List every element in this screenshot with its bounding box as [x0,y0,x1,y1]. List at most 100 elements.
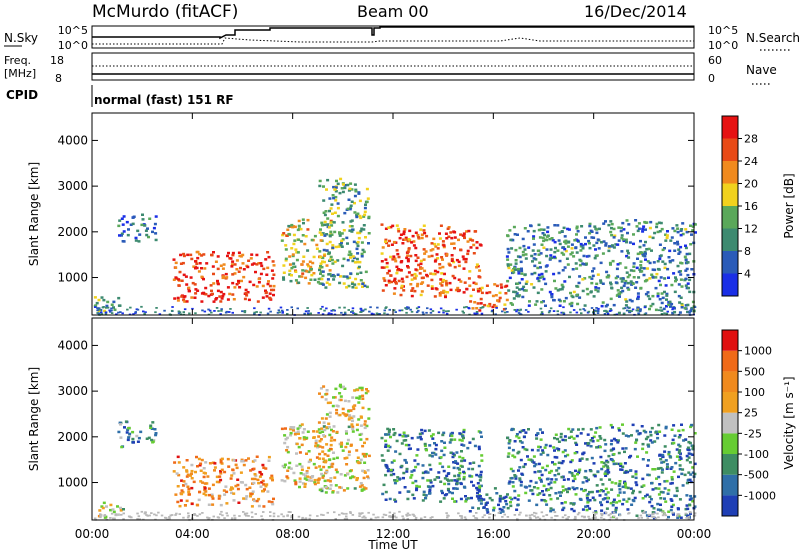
panel-1-ground-scatter [307,310,310,312]
panel-1-scatter-cell [391,224,395,228]
panel-2-ground-scatter [528,514,532,517]
panel-1-scatter-cell [448,281,452,285]
panel-2-ground-scatter [567,516,570,518]
panel-2-scatter-cell [498,507,502,511]
panel-2-scatter-cell [628,456,631,459]
panel-1-scatter-cell [655,225,659,229]
panel-2-ground-scatter [545,514,549,516]
panel-2-scatter-cell [298,462,302,466]
xtick-label: 04:00 [175,527,210,541]
panel-1-scatter-cell [502,308,506,311]
panel-2-scatter-cell [253,459,257,462]
panel-2-scatter-cell [460,439,464,442]
panel-1-scatter-cell [467,277,471,280]
panel-1-scatter-cell [259,272,263,276]
panel-1-scatter-cell [512,297,516,300]
panel-1-scatter-cell [536,266,540,270]
panel-1-scatter-cell [342,229,346,232]
panel-2-scatter-cell [338,413,342,417]
panel-1-scatter-cell [442,245,446,249]
panel-1-scatter-cell [438,237,442,240]
panel-2-scatter-cell [236,478,240,481]
panel-2-scatter-cell [364,455,367,458]
panel-2-scatter-cell [533,470,537,474]
panel-1-scatter-cell [297,224,301,228]
panel-1-scatter-cell [506,263,510,266]
panel-1-scatter-cell [318,250,322,253]
panel-1-scatter-cell [636,292,640,295]
panel-1-ground-scatter [465,306,468,308]
panel-2-scatter-cell [462,428,466,432]
panel-1-scatter-cell [420,236,424,240]
panel-2-scatter-cell [667,453,671,456]
panel-2-scatter-cell [660,471,664,474]
panel-1-ground-scatter [325,307,328,310]
panel-1-ground-scatter [154,311,157,314]
panel-1-ground-scatter [660,313,664,315]
panel-1-ground-scatter [106,306,110,309]
panel-2-scatter-cell [362,488,366,491]
panel-2-ground-scatter [577,511,581,514]
panel-2-scatter-cell [320,489,324,493]
panel-1-scatter-cell [464,260,468,264]
panel-1-scatter-cell [219,300,223,303]
panel-1-scatter-cell [580,225,584,228]
panel-2-scatter-cell [585,494,589,497]
panel-2-scatter-cell [257,481,261,485]
panel-2-scatter-cell [634,473,638,476]
panel-1-scatter-cell [316,281,320,284]
panel-2-ground-scatter [160,514,164,517]
panel-1-ground-scatter [547,311,551,314]
panel-1-scatter-cell [250,263,254,266]
panel-1-scatter-cell [626,252,630,255]
panel-2-scatter-cell [492,506,496,510]
panel-1-scatter-cell [478,309,482,312]
panel-2-ground-scatter [618,514,622,517]
panel-2-scatter-cell [132,441,135,444]
panel-2-ground-scatter [538,517,542,520]
panel-1-scatter-cell [566,227,570,231]
panel-1-scatter-cell [648,235,652,239]
panel-2-scatter-cell [581,452,585,456]
panel-1-scatter-cell [575,225,579,228]
panel-1-scatter-cell [684,258,688,262]
panel-2-scatter-cell [689,494,693,498]
panel-1-scatter-cell [453,276,457,280]
panel-2-scatter-cell [632,489,635,493]
panel-2-scatter-cell [472,484,476,487]
panel-1-scatter-cell [270,288,273,292]
panel-2-scatter-cell [504,499,508,503]
panel-2-scatter-cell [629,487,633,490]
panel-2-scatter-cell [453,479,457,482]
panel-2-scatter-cell [555,456,559,459]
panel-2-scatter-cell [363,471,367,474]
panel-1-ground-scatter [631,308,635,311]
panel-2-scatter-cell [466,497,470,500]
panel-1-scatter-cell [356,252,360,255]
panel-1-scatter-cell [514,259,518,262]
panel-1-scatter-cell [539,228,543,231]
panel-2-scatter-cell [225,502,229,505]
panel-2-scatter-cell [606,460,610,464]
panel-1-scatter-cell [684,228,688,231]
panel-2-scatter-cell [285,475,289,478]
panel-2-scatter-cell [586,444,590,447]
panel-2-scatter-cell [640,485,644,488]
panel-1-scatter-cell [244,288,248,292]
panel-1-scatter-cell [632,233,635,236]
panel-1-scatter-cell [544,270,548,273]
panel-2-scatter-cell [392,459,396,462]
panel-2-scatter-cell [217,497,221,500]
panel-1-scatter-cell [330,224,334,227]
panel-1-scatter-cell [612,236,616,239]
panel-1-scatter-cell [341,238,345,241]
panel-1-scatter-cell [319,265,322,268]
panel-2-scatter-cell [424,496,427,500]
station-title: McMurdo (fitACF) [92,2,238,22]
panel-2-scatter-cell [313,478,317,482]
panel-2-colorbar-tick-label: 25 [744,407,758,420]
panel-2-scatter-cell [184,504,187,507]
panel-2-scatter-cell [670,481,674,485]
panel-1-scatter-cell [354,190,358,193]
nsearch-tick-low: 10^0 [708,39,738,52]
